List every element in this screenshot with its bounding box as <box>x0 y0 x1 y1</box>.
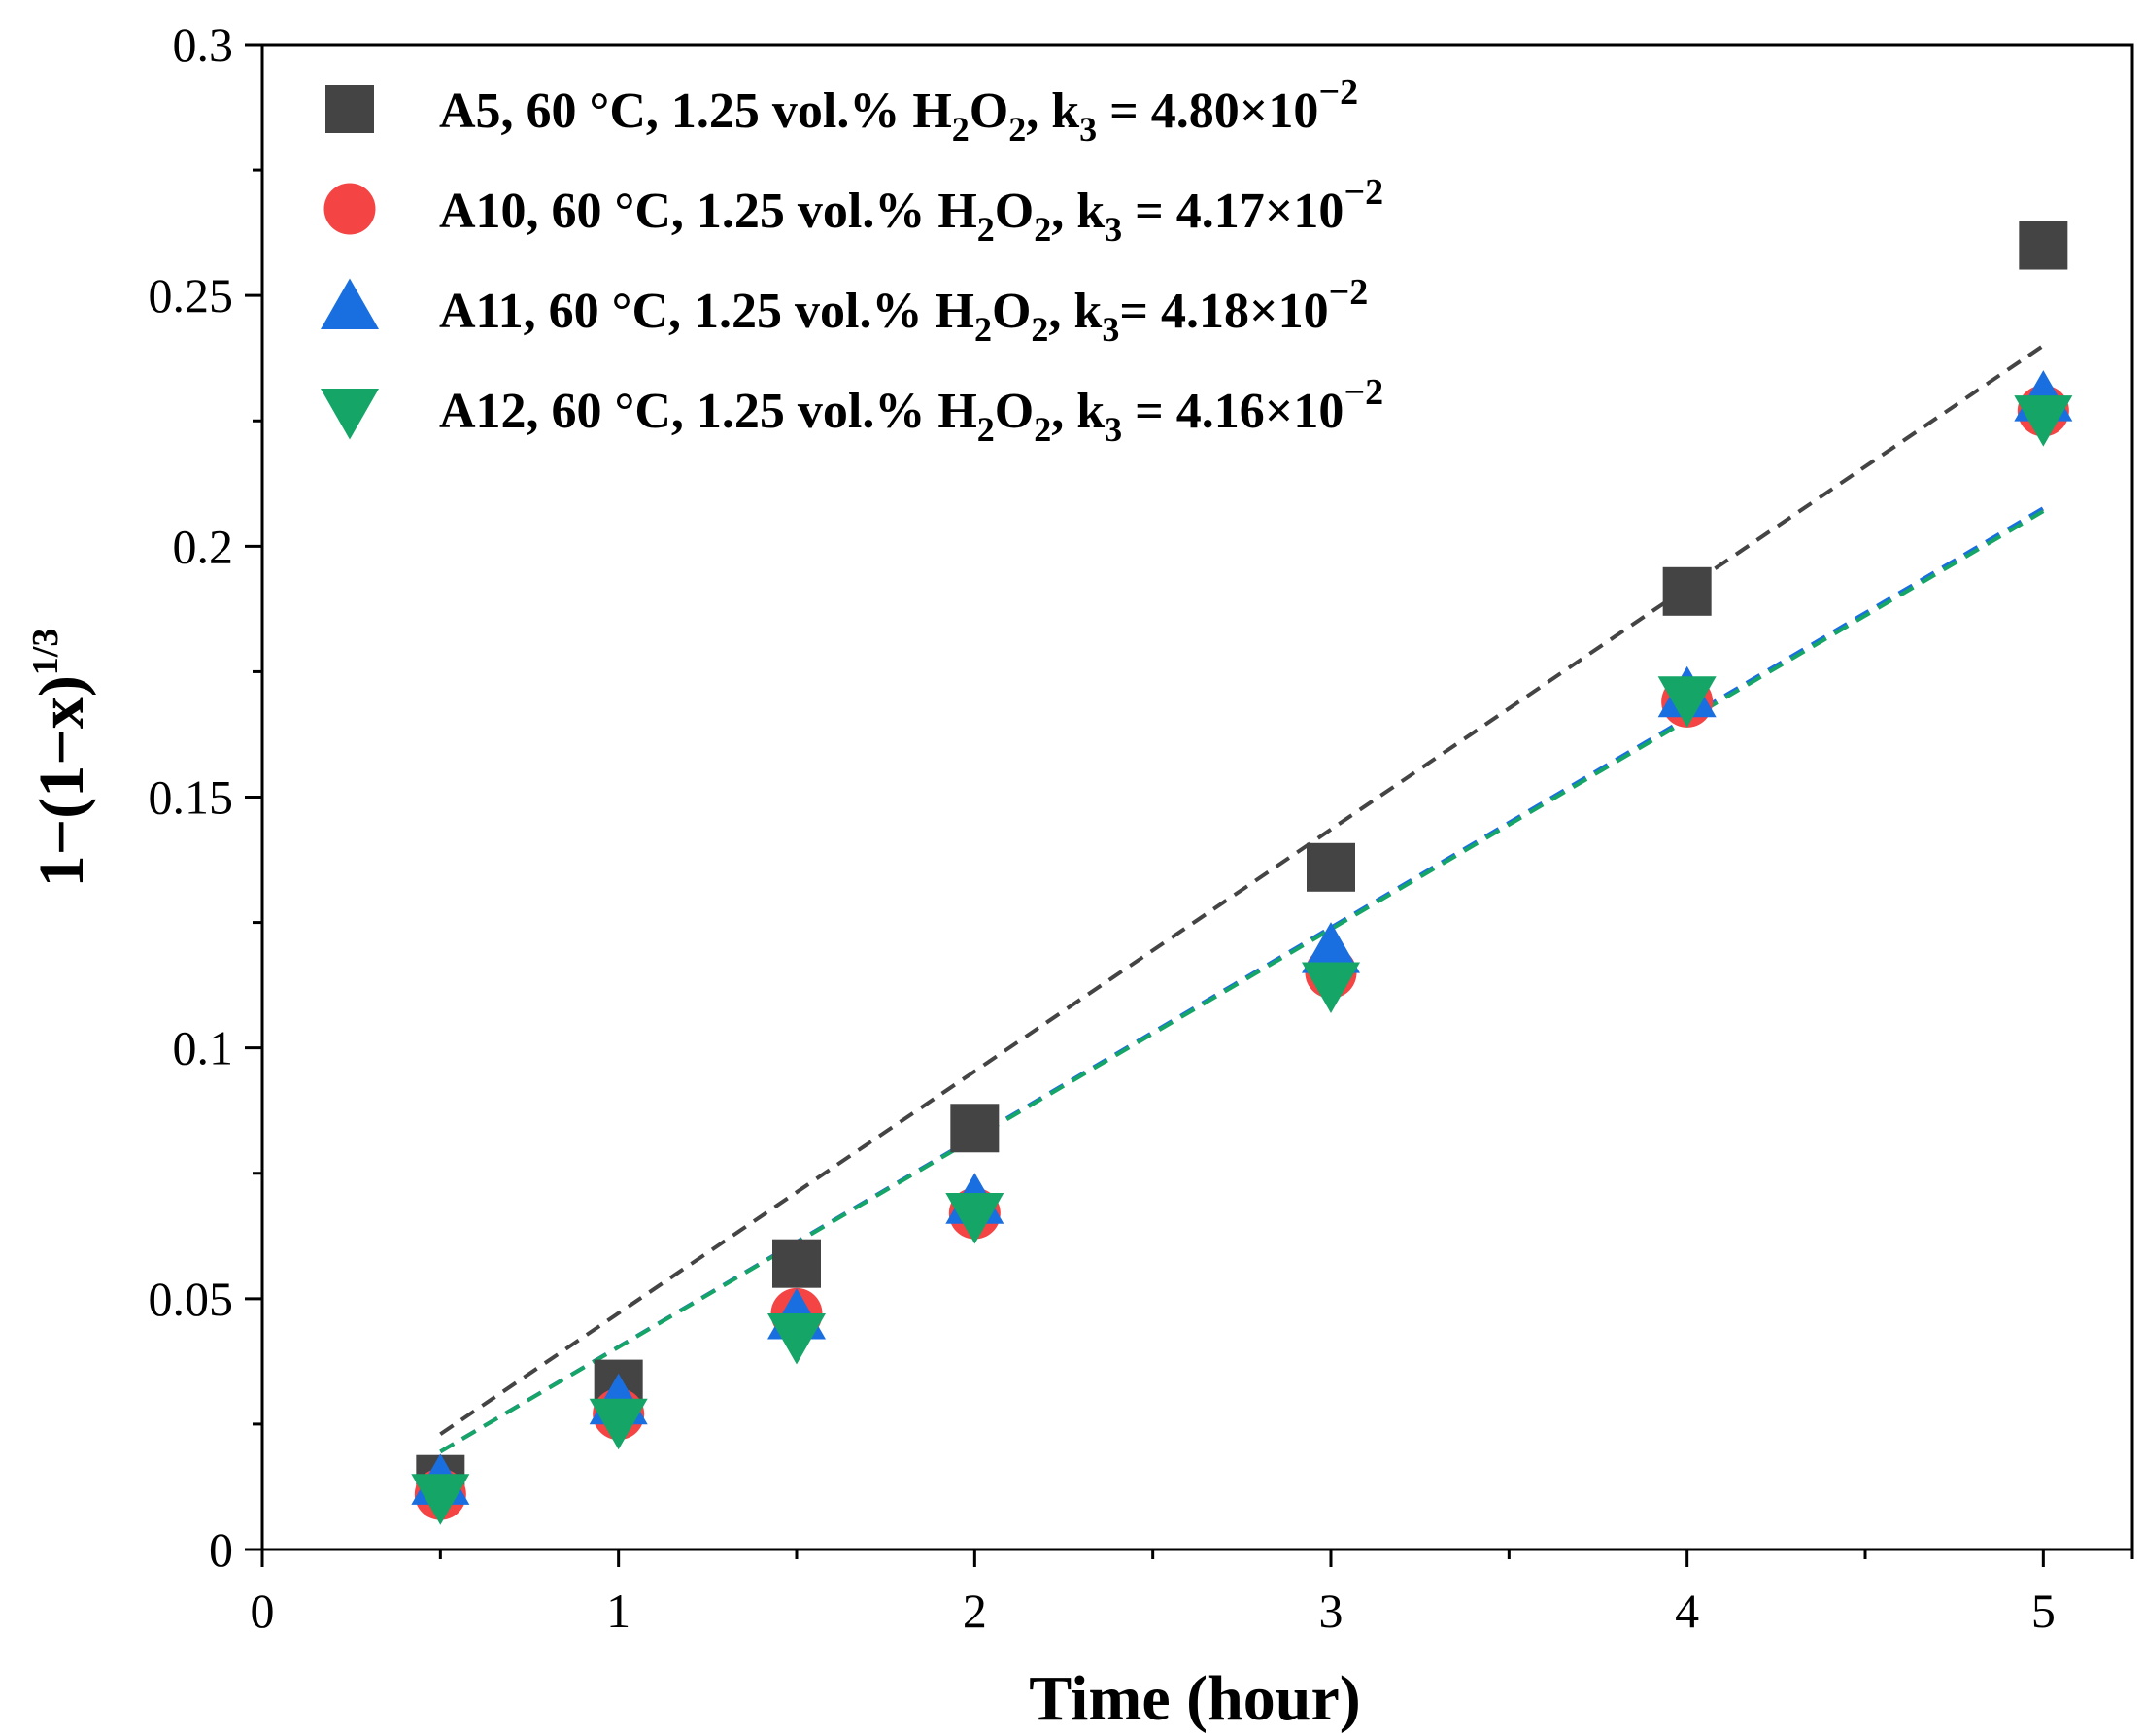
data-point-a11 <box>1302 922 1360 973</box>
data-point-a12 <box>945 1193 1004 1244</box>
data-point-a12 <box>1302 962 1360 1014</box>
data-point-a12 <box>411 1474 470 1525</box>
legend-label-a5: A5, 60 °C, 1.25 vol.% H2O2, k3 = 4.80×10… <box>439 72 1358 149</box>
fit-line-a5 <box>439 344 2045 1436</box>
y-tick-label: 0 <box>209 1522 233 1577</box>
data-point-a5 <box>772 1239 821 1288</box>
legend-marker-a11 <box>321 278 379 329</box>
x-tick-label: 2 <box>963 1583 987 1638</box>
data-point-a5 <box>1307 842 1355 892</box>
x-tick-label: 0 <box>251 1583 275 1638</box>
legend-label-a11: A11, 60 °C, 1.25 vol.% H2O2, k3= 4.18×10… <box>439 272 1368 349</box>
data-point-a12 <box>767 1312 826 1365</box>
x-tick-label: 3 <box>1319 1583 1344 1638</box>
legend-label-a12: A12, 60 °C, 1.25 vol.% H2O2, k3 = 4.16×1… <box>439 372 1383 449</box>
x-axis-title: Time (hour) <box>1029 1663 1361 1734</box>
data-point-a5 <box>1662 566 1712 616</box>
fit-lines <box>439 344 2045 1454</box>
y-tick-label: 0.1 <box>173 1021 234 1075</box>
y-axis: 0 0.05 0.1 0.15 0.2 0.25 0.3 <box>149 17 262 1577</box>
y-tick-label: 0.2 <box>173 519 234 573</box>
y-tick-label: 0.15 <box>149 770 234 825</box>
data-point-a5 <box>2019 221 2068 270</box>
y-tick-label: 0.3 <box>173 17 234 72</box>
y-axis-title-exponent: 1/3 <box>25 629 66 676</box>
legend-label-a10: A10, 60 °C, 1.25 vol.% H2O2, k3 = 4.17×1… <box>439 172 1383 249</box>
data-point-a12 <box>1657 676 1717 728</box>
data-point-a12 <box>589 1398 648 1450</box>
legend-marker-a5 <box>325 85 374 133</box>
data-markers <box>411 221 2073 1525</box>
x-tick-label: 5 <box>2031 1583 2056 1638</box>
y-tick-label: 0.25 <box>149 268 234 323</box>
legend: A5, 60 °C, 1.25 vol.% H2O2, k3 = 4.80×10… <box>321 72 1383 449</box>
y-axis-title: 1−(1−x)1/3 <box>25 629 97 888</box>
data-point-a5 <box>950 1104 1000 1153</box>
y-tick-label: 0.05 <box>149 1272 234 1326</box>
legend-marker-a12 <box>321 389 379 440</box>
plot-frame <box>260 43 2134 1551</box>
legend-marker-a10 <box>323 183 376 235</box>
x-tick-label: 1 <box>606 1583 630 1638</box>
x-tick-label: 4 <box>1675 1583 1699 1638</box>
fit-line-a12 <box>439 509 2045 1454</box>
y-axis-title-main: 1−(1−x) <box>26 675 97 887</box>
x-axis: 0 1 2 3 4 5 <box>251 1549 2134 1638</box>
data-point-a12 <box>2014 395 2073 447</box>
